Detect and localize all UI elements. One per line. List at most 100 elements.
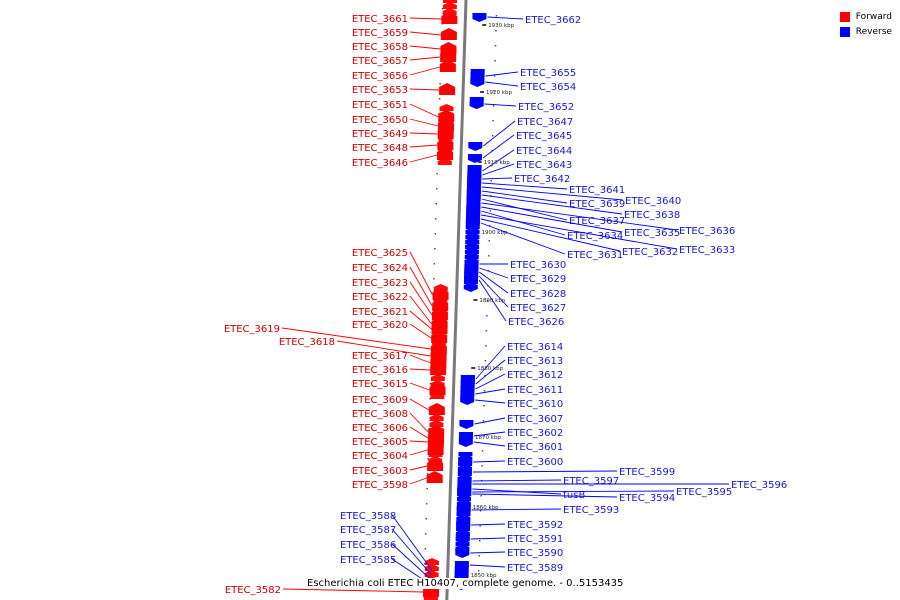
legend-item-forward: Forward [839,9,892,24]
reverse-gene-arrow [459,420,474,429]
forward-gene-arrow [433,308,448,315]
reverse-leader-line [473,431,506,437]
reverse-swatch [839,26,850,37]
reverse-leader-line [482,149,515,172]
reverse-gene-arrow [470,79,485,86]
forward-gene-label: ETEC_3651 [352,100,408,111]
reverse-gene-label: ETEC_3629 [510,274,566,285]
forward-gene-label: ETEC_3603 [352,466,408,477]
forward-gene-label: ETEC_3658 [352,42,408,53]
reverse-gene-label: ETEC_3628 [510,289,566,300]
legend: Forward Reverse [839,9,892,39]
reverse-gene-label: ETEC_3662 [525,15,581,26]
forward-gene-label: ETEC_3618 [279,337,335,348]
forward-leader-line [409,56,441,61]
forward-swatch [839,11,850,22]
forward-leader-line [409,295,432,325]
forward-gene-arrow [431,350,446,357]
forward-gene-arrow [442,8,457,15]
track-dot [491,135,494,137]
legend-label-forward: Forward [855,11,892,22]
forward-gene-label: ETEC_3648 [352,143,408,154]
forward-gene-arrow [431,362,446,369]
legend-item-reverse: Reverse [839,24,892,39]
forward-gene-arrow [428,462,443,469]
track-dot [427,458,429,460]
forward-gene-arrow [433,290,448,297]
scale-tick-label: 1920 kbp [486,90,512,96]
forward-gene-label: ETEC_3605 [352,437,408,448]
reverse-leader-line [472,479,562,482]
forward-gene-arrow [429,414,444,421]
reverse-gene-label: ETEC_3592 [507,520,563,531]
track-dot [488,240,491,242]
track-dot [429,383,432,385]
forward-gene-arrow [443,0,457,3]
reverse-gene-label: ETEC_3597 [563,476,619,487]
reverse-leader-line [475,359,506,385]
forward-leader-line [409,266,433,307]
forward-leader-line [409,412,429,433]
forward-gene-label: ETEC_3615 [352,379,408,390]
scale-tick-label: 1860 kbp [473,505,499,511]
forward-leader-line [336,340,431,357]
reverse-gene-label: ETEC_3602 [507,428,563,439]
track-dot [439,83,441,85]
track-dot [493,75,496,77]
reverse-gene-label: ETEC_3600 [507,457,563,468]
track-dot [429,398,431,400]
reverse-leader-line [485,71,519,77]
forward-leader-line [409,310,432,330]
reverse-gene-label: ETEC_3631 [567,250,623,261]
reverse-gene-label: ETEC_3637 [569,216,625,227]
forward-leader-line [409,440,428,443]
reverse-gene-label: ETEC_3647 [517,117,573,128]
forward-gene-arrow [433,302,448,309]
reverse-leader-line [481,210,566,236]
track-dot [434,233,437,235]
forward-leader-line [409,103,439,118]
forward-gene-arrow [426,471,443,483]
forward-gene-arrow [432,314,447,321]
reverse-gene-label: ETEC_3587 [340,525,396,536]
reverse-leader-line [471,523,506,526]
reverse-leader-line [391,528,432,576]
forward-gene-arrow [431,368,446,375]
track-dot [486,315,488,317]
forward-gene-arrow [439,104,454,111]
forward-leader-line [409,477,427,485]
forward-gene-arrow [432,326,447,333]
track-dot [424,533,427,535]
reverse-gene-label: ETEC_3586 [340,540,396,551]
reverse-leader-line [478,275,509,308]
reverse-gene-label: ETEC_3641 [569,185,625,196]
forward-leader-line [409,31,441,36]
track-dot [482,435,484,437]
forward-gene-arrow [428,444,443,451]
track-dot [494,60,496,62]
genome-title: Escherichia coli ETEC H10407, complete g… [305,578,626,589]
forward-gene-label: ETEC_3582 [225,585,281,596]
forward-gene-label: ETEC_3604 [352,451,408,462]
scale-tick-label: 1900 kbp [482,230,508,236]
track-dot [435,218,437,220]
forward-leader-line [409,45,441,50]
scale-tick-label: 1910 kbp [484,160,510,166]
reverse-gene-label: ETEC_3632 [622,247,678,258]
reverse-leader-line [478,279,507,322]
reverse-leader-line [475,345,506,380]
forward-gene-arrow [425,558,440,565]
forward-gene-arrow [432,332,447,339]
reverse-gene-arrow [467,154,482,163]
forward-gene-arrow [440,42,457,54]
reverse-leader-line [485,81,519,87]
reverse-leader-line [481,206,623,233]
forward-gene-arrow [438,122,453,129]
reverse-leader-line [391,514,433,571]
track-dot [482,420,485,422]
reverse-gene-label: ETEC_3654 [520,82,576,93]
reverse-gene-label: ETEC_3640 [625,196,681,207]
reverse-gene-label: ETEC_3589 [507,563,563,574]
track-dot [479,525,481,527]
reverse-leader-line [482,177,513,180]
